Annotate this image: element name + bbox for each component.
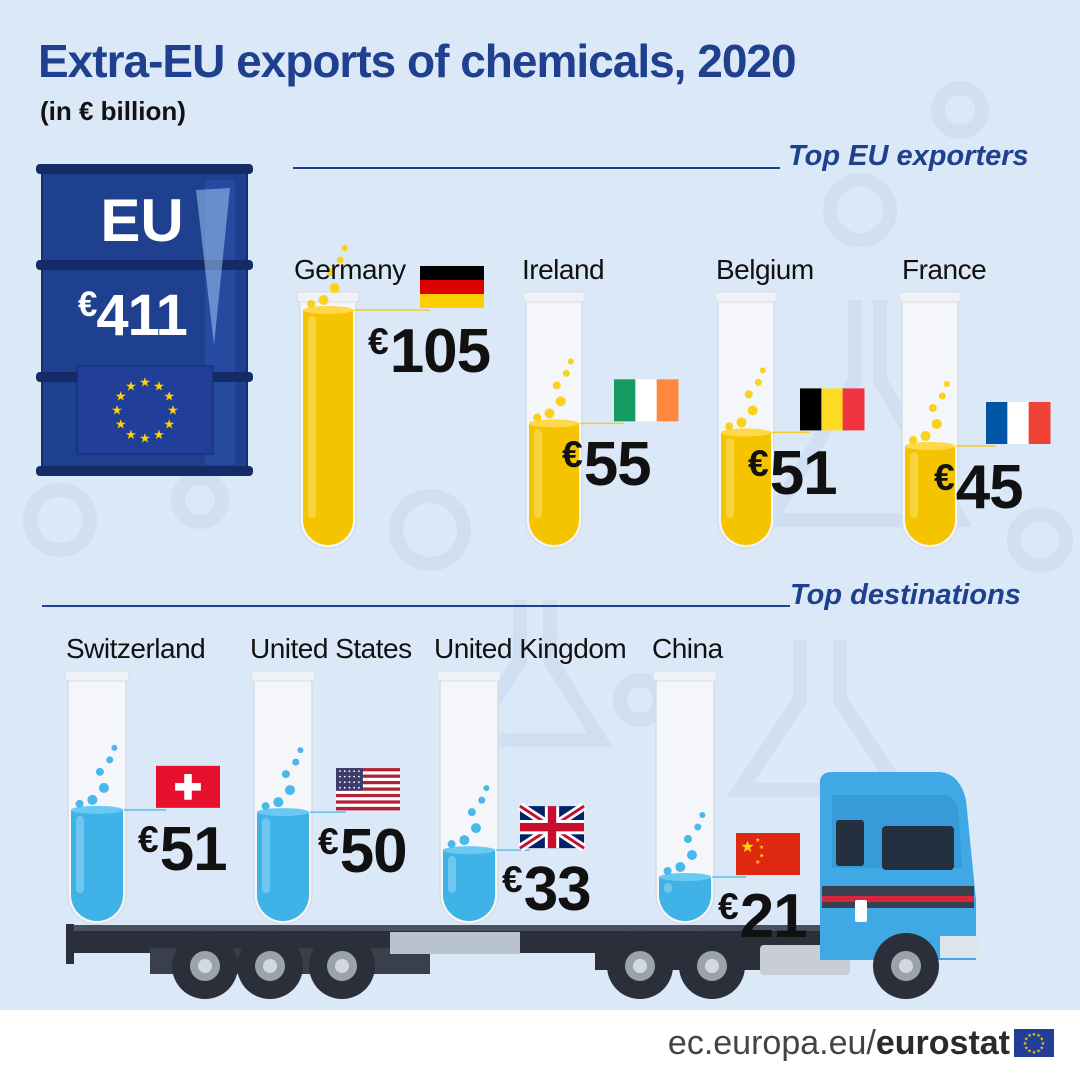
flag-germany-icon	[420, 266, 484, 308]
bar-liquid	[659, 877, 711, 921]
svg-text:★: ★	[759, 844, 764, 851]
svg-text:★: ★	[740, 837, 754, 856]
svg-text:★: ★	[139, 376, 151, 391]
country-label: United Kingdom	[434, 633, 627, 664]
svg-text:★: ★	[1036, 1049, 1041, 1055]
svg-text:★: ★	[1040, 1036, 1045, 1042]
bar-china: ★ ★★★★	[652, 670, 800, 925]
value-label: €55	[562, 430, 652, 500]
truck-wheels	[172, 933, 939, 999]
svg-text:★: ★	[163, 418, 175, 433]
bar-belgium	[714, 291, 865, 549]
value-label: €51	[138, 814, 228, 884]
eu-barrel: ★ ★★★★★★★★★★★	[36, 164, 253, 476]
svg-text:★: ★	[755, 837, 760, 844]
exporters-section-title: Top EU exporters	[788, 140, 1029, 172]
svg-text:★: ★	[1024, 1036, 1029, 1042]
svg-text:★: ★	[125, 428, 137, 443]
country-label: France	[902, 254, 987, 285]
eu-flag-icon: ★ ★★★★★★★★★★★	[1014, 1029, 1054, 1057]
svg-text:★: ★	[115, 418, 127, 433]
svg-text:★: ★	[139, 432, 151, 447]
bar-liquid	[905, 446, 955, 545]
svg-text:★: ★	[759, 852, 764, 859]
svg-text:★: ★	[1023, 1041, 1028, 1047]
bar-liquid	[257, 812, 309, 921]
page-title: Extra-EU exports of chemicals, 2020	[38, 35, 797, 87]
svg-text:★: ★	[111, 404, 123, 419]
svg-text:★: ★	[1040, 1045, 1045, 1051]
svg-text:★: ★	[163, 390, 175, 405]
svg-text:★: ★	[1032, 1050, 1037, 1056]
bar-liquid	[303, 310, 353, 545]
flag-united-states-icon	[336, 768, 400, 811]
country-label: Germany	[294, 254, 406, 285]
footer-source: ec.europa.eu/eurostat	[667, 1024, 1010, 1062]
svg-text:★: ★	[1024, 1045, 1029, 1051]
footer-bar	[0, 1010, 1080, 1080]
svg-text:★: ★	[153, 428, 165, 443]
flag-ireland-icon	[614, 379, 679, 422]
bar-france	[898, 291, 1051, 549]
value-label: €105	[368, 317, 491, 386]
country-label: Ireland	[522, 254, 605, 285]
bar-united-states	[250, 670, 400, 925]
eu-label: EU	[100, 187, 184, 254]
bar-liquid	[71, 809, 123, 921]
destinations-section-title: Top destinations	[790, 579, 1021, 611]
country-label: United States	[250, 633, 412, 664]
svg-text:★: ★	[1041, 1041, 1046, 1047]
bar-germany	[296, 245, 484, 549]
flag-switzerland-icon	[156, 765, 220, 808]
svg-text:★: ★	[115, 390, 127, 405]
svg-text:★: ★	[167, 404, 179, 419]
destinations-bars: ★ ★★★★	[64, 670, 800, 925]
value-label: €21	[718, 882, 808, 951]
bar-liquid	[529, 423, 579, 545]
bar-ireland	[522, 291, 679, 549]
svg-text:★: ★	[153, 379, 165, 394]
country-label: Belgium	[716, 254, 814, 285]
country-label: Switzerland	[66, 633, 206, 664]
svg-text:★: ★	[755, 859, 760, 866]
value-label: €33	[502, 855, 592, 925]
svg-text:★: ★	[1036, 1033, 1041, 1039]
page-subtitle: (in € billion)	[40, 96, 186, 126]
value-label: €51	[748, 439, 838, 509]
flag-belgium-icon	[800, 388, 865, 431]
bar-liquid	[721, 432, 771, 545]
flag-france-icon	[986, 402, 1051, 444]
country-label: China	[652, 633, 723, 664]
background-decoration	[23, 81, 1073, 797]
svg-text:★: ★	[1032, 1032, 1037, 1038]
bar-switzerland	[64, 670, 220, 925]
bar-united-kingdom	[436, 670, 587, 925]
eu-total-value: €411	[78, 283, 188, 348]
eu-flag-icon: ★ ★★★★★★★★★★★	[76, 365, 214, 455]
svg-text:★: ★	[1027, 1049, 1032, 1055]
value-label: €50	[318, 817, 408, 887]
svg-text:★: ★	[1027, 1033, 1032, 1039]
svg-text:★: ★	[125, 379, 137, 394]
exporters-bars	[296, 245, 1051, 549]
bar-liquid	[443, 850, 495, 921]
flag-united-kingdom-icon	[517, 802, 587, 852]
flag-china-icon: ★ ★★★★	[736, 833, 800, 875]
value-label: €45	[934, 453, 1024, 522]
